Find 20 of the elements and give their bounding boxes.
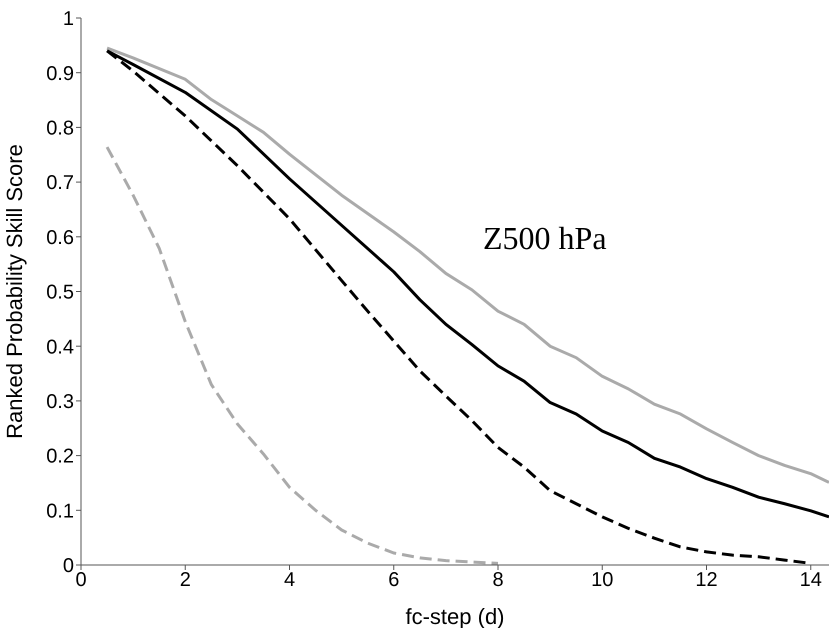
x-tick-label: 6 — [388, 569, 400, 592]
y-tick-label: 0.7 — [46, 172, 74, 194]
x-tick-label: 14 — [800, 569, 822, 592]
y-tick-label: 1 — [62, 8, 74, 30]
y-tick-label: 0.1 — [46, 500, 74, 522]
y-tick-label: 0.3 — [46, 391, 74, 413]
annotation: Z500 hPa — [483, 220, 607, 257]
x-tick-label: 4 — [284, 569, 296, 592]
y-tick-label: 0.6 — [46, 226, 74, 249]
x-tick-label: 8 — [492, 569, 504, 592]
y-tick-label: 0.2 — [46, 446, 74, 468]
y-tick-label: 0.5 — [46, 282, 74, 304]
y-tick-label: 0 — [62, 555, 74, 578]
y-tick-label: 0.9 — [46, 62, 74, 85]
y-tick-label: 0.8 — [46, 118, 74, 140]
x-tick-label: 12 — [695, 569, 718, 592]
y-axis-title: Ranked Probability Skill Score — [2, 144, 27, 439]
x-tick-label: 2 — [180, 569, 191, 592]
x-tick-label: 10 — [591, 569, 614, 592]
y-tick-label: 0.4 — [46, 336, 74, 358]
